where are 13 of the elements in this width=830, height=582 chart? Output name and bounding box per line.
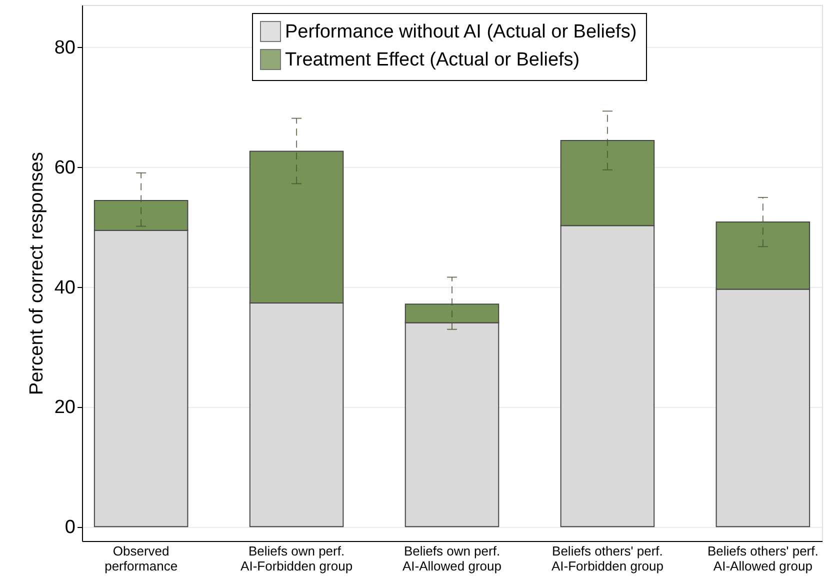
legend-label: Performance without AI (Actual or Beliefs) <box>285 22 637 42</box>
x-tick-label: Beliefs others' perf. AI-Allowed group <box>707 544 818 574</box>
y-tick-label: 40 <box>54 277 76 298</box>
y-tick-label: 60 <box>54 157 76 178</box>
y-tick-label: 80 <box>54 37 76 58</box>
y-tick-label: 0 <box>64 517 76 538</box>
legend-label: Treatment Effect (Actual or Beliefs) <box>285 50 580 70</box>
x-tick-label: Beliefs own perf. AI-Allowed group <box>402 544 502 574</box>
x-tick-label: Observed performance <box>104 544 178 574</box>
x-tick-label: Beliefs own perf. AI-Forbidden group <box>240 544 353 574</box>
y-tick-label: 20 <box>54 397 76 418</box>
x-tick-label: Beliefs others' perf. AI-Forbidden group <box>551 544 664 574</box>
y-axis-title: Percent of correct responses <box>26 152 48 395</box>
